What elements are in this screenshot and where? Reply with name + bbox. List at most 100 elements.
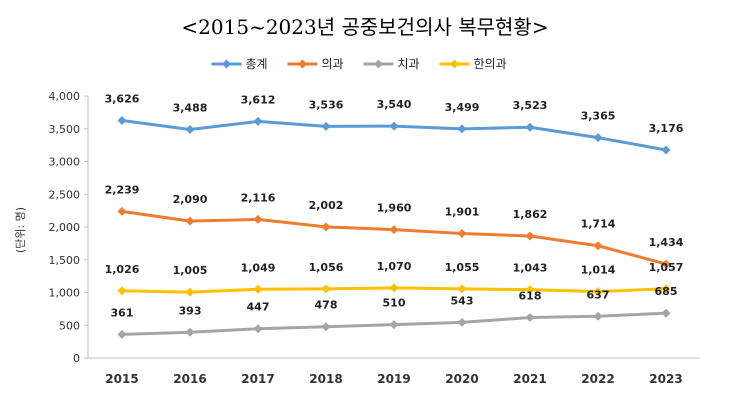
data-label: 543 (451, 294, 474, 307)
data-label: 3,540 (377, 98, 412, 111)
data-label: 361 (111, 306, 134, 319)
data-point (593, 133, 603, 143)
data-label: 2,090 (173, 193, 208, 206)
data-point (457, 124, 467, 134)
y-tick-label: 3,500 (49, 123, 81, 136)
data-point (525, 285, 535, 295)
series-치과 (117, 308, 671, 339)
data-label: 1,014 (581, 264, 616, 277)
x-tick-label: 2019 (377, 372, 410, 386)
legend-item-의과: 의과 (287, 57, 344, 71)
data-label: 3,176 (649, 122, 684, 135)
data-label: 1,005 (173, 264, 208, 277)
data-point (185, 327, 195, 337)
data-point (389, 225, 399, 235)
data-point (661, 259, 671, 269)
y-tick-label: 2,500 (49, 188, 81, 201)
data-point (389, 121, 399, 131)
legend-swatch-marker (222, 59, 231, 69)
data-label: 3,536 (309, 98, 344, 111)
data-point (321, 322, 331, 332)
axes: 0 500 1,000 1,500 2,000 2,500 3,000 3,500 4,000 2… (49, 90, 700, 386)
data-point (185, 287, 195, 297)
legend: 총계 의과 치과 한의과 (211, 57, 507, 71)
series-layer (117, 115, 671, 339)
x-tick-label: 2015 (105, 372, 138, 386)
data-point (593, 287, 603, 297)
data-label: 1,026 (105, 263, 140, 276)
legend-label: 한의과 (474, 57, 507, 71)
data-point (253, 284, 263, 294)
y-tick-label: 0 (73, 352, 80, 365)
legend-swatch-marker (450, 59, 459, 69)
data-point (593, 311, 603, 321)
legend-label: 총계 (246, 57, 268, 71)
data-label: 3,499 (445, 101, 480, 114)
y-tick-label: 1,500 (49, 254, 81, 267)
data-label: 2,002 (309, 199, 344, 212)
data-label: 1,862 (513, 208, 548, 221)
data-label: 1,056 (309, 261, 344, 274)
data-label: 447 (247, 301, 270, 314)
y-tick-label: 1,000 (49, 287, 81, 300)
x-tick-label: 2021 (513, 372, 546, 386)
data-point (661, 145, 671, 155)
data-point (457, 284, 467, 294)
data-point (253, 214, 263, 224)
data-point (593, 241, 603, 251)
data-label: 618 (519, 290, 542, 303)
y-tick-label: 4,000 (49, 90, 81, 103)
data-label: 1,901 (445, 205, 480, 218)
x-tick-label: 2020 (445, 372, 478, 386)
data-label: 2,239 (105, 183, 140, 196)
data-point (525, 231, 535, 241)
data-label: 1,055 (445, 261, 480, 274)
data-label: 393 (179, 304, 202, 317)
legend-item-한의과: 한의과 (439, 57, 507, 71)
legend-item-총계: 총계 (211, 57, 268, 71)
data-point (185, 125, 195, 135)
data-label: 1,070 (377, 260, 412, 273)
legend-swatch-marker (374, 59, 383, 69)
data-label: 685 (655, 285, 678, 298)
x-tick-label: 2017 (241, 372, 274, 386)
data-point (389, 283, 399, 293)
data-labels-layer: 3,626 3,488 3,612 3,536 3,540 3,499 3,523 3,365… (105, 92, 684, 319)
x-tick-label: 2016 (173, 372, 206, 386)
data-point (321, 284, 331, 294)
legend-swatch-marker (298, 59, 307, 69)
x-tick-label: 2022 (581, 372, 614, 386)
data-point (321, 222, 331, 232)
x-tick-label: 2018 (309, 372, 342, 386)
data-label: 3,612 (241, 93, 276, 106)
data-point (525, 122, 535, 132)
data-point (117, 286, 127, 296)
series-총계 (117, 115, 671, 155)
data-label: 3,523 (513, 99, 548, 112)
data-point (457, 228, 467, 238)
legend-label: 의과 (322, 57, 344, 71)
data-point (117, 329, 127, 339)
data-label: 3,488 (173, 102, 208, 115)
data-point (253, 324, 263, 334)
data-label: 1,049 (241, 261, 276, 274)
data-point (117, 115, 127, 125)
data-point (457, 317, 467, 327)
data-label: 2,116 (241, 191, 276, 204)
y-tick-label: 2,000 (49, 221, 81, 234)
data-label: 1,043 (513, 262, 548, 275)
data-point (525, 313, 535, 323)
series-한의과 (117, 283, 671, 297)
data-label: 3,365 (581, 110, 616, 123)
data-label: 510 (383, 297, 406, 310)
chart-title: <2015~2023년 공중보건의사 복무현황> (181, 15, 548, 39)
data-point (117, 206, 127, 216)
data-label: 1,434 (649, 236, 684, 249)
data-label: 478 (315, 299, 338, 312)
data-label: 637 (587, 288, 610, 301)
y-tick-label: 500 (59, 319, 80, 332)
data-label: 1,057 (649, 261, 684, 274)
data-point (661, 308, 671, 318)
